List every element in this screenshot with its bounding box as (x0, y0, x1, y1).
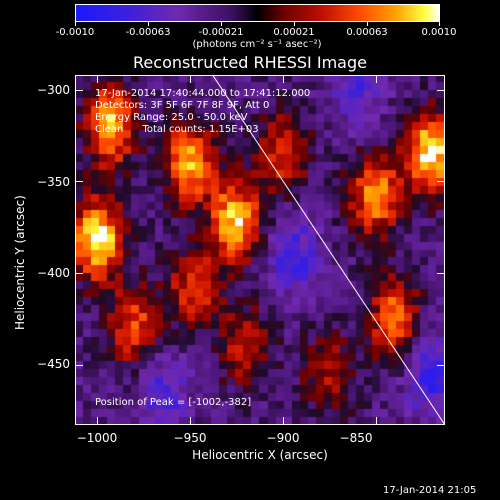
y-tick-label: −350 (37, 175, 70, 189)
heatmap-image (75, 75, 445, 425)
x-tick-label: −900 (266, 431, 300, 445)
colorbar-tick-label: -0.00021 (198, 27, 244, 38)
colorbar-tick-label: -0.0010 (55, 27, 95, 38)
x-axis-label: Heliocentric X (arcsec) (192, 448, 328, 462)
colorbar-tick-label: 0.00021 (273, 27, 315, 38)
method-counts-text: Clean Total counts: 1.15E+03 (95, 124, 259, 135)
solar-limb-line (212, 75, 445, 425)
colorbar-ticks (0, 0, 500, 30)
colorbar (75, 4, 440, 22)
x-tick-label: −950 (173, 431, 207, 445)
colorbar-tick-label: 0.0010 (421, 27, 457, 38)
colorbar-tick (294, 22, 295, 26)
colorbar-tick (439, 22, 440, 26)
x-tick-label: −1000 (76, 431, 118, 445)
detectors-text: Detectors: 3F 5F 6F 7F 8F 9F, Att 0 (95, 100, 270, 111)
y-tick-label: −450 (37, 357, 70, 371)
y-tick-label: −300 (37, 83, 70, 97)
energy-range-text: Energy Range: 25.0 - 50.0 keV (95, 112, 248, 123)
time-range-text: 17-Jan-2014 17:40:44.000 to 17:41:12.000 (95, 88, 311, 99)
colorbar-tick (75, 22, 76, 26)
limb-line-layer (212, 75, 445, 425)
colorbar-units: (photons cm⁻² s⁻¹ asec⁻²) (192, 39, 322, 50)
generation-timestamp: 17-Jan-2014 21:05 (383, 485, 477, 496)
y-axis-label: Heliocentric Y (arcsec) (13, 195, 27, 330)
colorbar-tick (367, 22, 368, 26)
peak-position-text: Position of Peak = [-1002,-382] (95, 397, 252, 408)
colorbar-tick-label: -0.00063 (125, 27, 171, 38)
colorbar-tick (221, 22, 222, 26)
colorbar-tick-label: 0.00063 (346, 27, 388, 38)
chart-title: Reconstructed RHESSI Image (133, 53, 367, 72)
x-tick-label: −850 (339, 431, 373, 445)
colorbar-tick (148, 22, 149, 26)
y-tick-label: −400 (37, 266, 70, 280)
